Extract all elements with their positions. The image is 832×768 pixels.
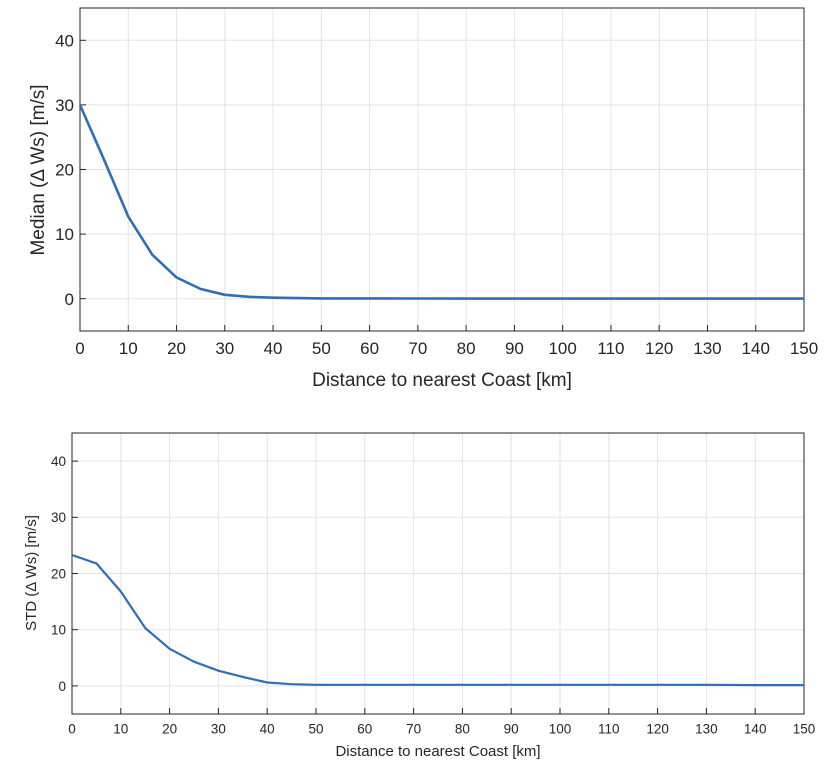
std-x-tick-label: 10	[113, 722, 128, 737]
std-x-tick-label: 70	[406, 722, 421, 737]
std-grid	[71, 433, 805, 714]
median-x-tick-label: 120	[645, 339, 673, 358]
median-x-tick-label: 60	[360, 339, 379, 358]
std-y-axis-label: STD (Δ Ws) [m/s]	[23, 515, 40, 631]
median-x-tick-label: 0	[75, 339, 84, 358]
std-y-tick-label: 20	[51, 566, 66, 581]
median-x-tick-label: 140	[742, 339, 770, 358]
median-x-tick-label: 10	[119, 339, 138, 358]
median-x-tick-label: 40	[264, 339, 283, 358]
median-x-tick-label: 110	[597, 339, 624, 358]
std-y-ticks: 0 10 20 30 40	[51, 454, 78, 694]
std-x-tick-label: 0	[68, 722, 76, 737]
median-x-tick-label: 50	[312, 339, 331, 358]
median-y-ticks: 0 10 20 30 40	[55, 31, 86, 309]
std-panel: 0 10 20 30 40 50 60 70 80 90 100 110 120 130 140 150 0 1…	[23, 432, 815, 760]
std-x-tick-label: 140	[744, 722, 767, 737]
std-x-tick-label: 110	[598, 722, 620, 737]
median-x-tick-label: 130	[693, 339, 721, 358]
std-y-tick-label: 30	[51, 510, 66, 525]
median-y-tick-label: 0	[65, 290, 74, 309]
median-y-axis-label: Median (Δ Ws) [m/s]	[28, 84, 49, 255]
std-x-tick-label: 30	[211, 722, 226, 737]
std-y-tick-label: 40	[51, 454, 66, 469]
median-x-tick-label: 150	[790, 339, 818, 358]
median-y-tick-label: 30	[55, 96, 74, 115]
std-x-tick-label: 150	[793, 722, 816, 737]
std-y-tick-label: 10	[51, 623, 66, 638]
median-x-tick-label: 30	[215, 339, 234, 358]
std-x-tick-label: 20	[162, 722, 177, 737]
std-x-tick-label: 100	[549, 722, 572, 737]
median-x-tick-label: 90	[505, 339, 524, 358]
median-series-line	[78, 104, 804, 300]
median-x-axis-label: Distance to nearest Coast [km]	[312, 370, 572, 391]
median-y-tick-label: 20	[55, 161, 74, 180]
std-x-ticks: 0 10 20 30 40 50 60 70 80 90 100 110 120 130 140 150	[68, 708, 815, 737]
std-x-axis-label: Distance to nearest Coast [km]	[335, 743, 540, 760]
std-x-tick-label: 50	[308, 722, 323, 737]
median-y-tick-label: 40	[55, 31, 74, 50]
median-x-tick-label: 70	[408, 339, 427, 358]
median-x-ticks: 0 10 20 30 40 50 60 70 80 90 100 110 120 130 140 150	[75, 325, 818, 358]
std-y-tick-label: 0	[58, 679, 66, 694]
median-y-tick-label: 10	[55, 225, 74, 244]
std-x-tick-label: 80	[455, 722, 470, 737]
std-series-line	[71, 553, 804, 687]
std-x-tick-label: 90	[504, 722, 519, 737]
std-x-tick-label: 130	[695, 722, 718, 737]
median-panel: 0 10 20 30 40 50 60 70 80 90 100 110 120 130 140 150 0 1…	[28, 7, 818, 391]
std-x-tick-label: 120	[646, 722, 669, 737]
median-x-tick-label: 20	[167, 339, 186, 358]
median-x-tick-label: 80	[457, 339, 476, 358]
std-x-tick-label: 40	[260, 722, 275, 737]
std-x-tick-label: 60	[357, 722, 372, 737]
median-x-tick-label: 100	[548, 339, 576, 358]
